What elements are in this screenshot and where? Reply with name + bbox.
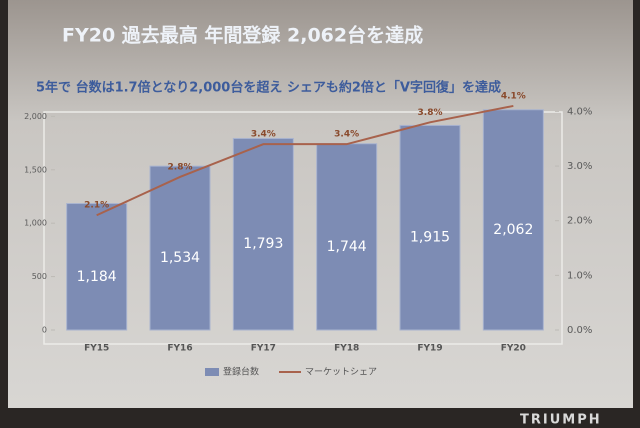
y-tick-label: 3.0% xyxy=(567,161,592,172)
legend-label: マーケットシェア xyxy=(305,367,377,378)
bar-label: 1,184 xyxy=(77,269,117,285)
x-tick-label: FY18 xyxy=(334,344,359,354)
line-label: 3.4% xyxy=(251,130,276,140)
bar xyxy=(232,137,294,331)
x-tick-label: FY16 xyxy=(167,344,192,354)
line-label: 3.4% xyxy=(334,130,359,140)
bar-label: 1,534 xyxy=(160,250,200,266)
bar xyxy=(316,143,378,331)
bar-label: 1,915 xyxy=(410,230,450,246)
y-tick-label: 2.0% xyxy=(567,216,592,227)
logo: TRIUMPH xyxy=(520,413,602,428)
bar xyxy=(399,124,461,331)
line-label: 3.8% xyxy=(418,108,443,118)
share-line xyxy=(96,104,514,217)
chart-title: FY20 過去最高 年間登録 2,062台を達成 xyxy=(62,24,423,47)
bar-label: 1,744 xyxy=(327,239,367,255)
x-tick-label: FY17 xyxy=(251,344,276,354)
chart-subtitle: 5年で 台数は1.7倍となり2,000台を超え シェアも約2倍と「V字回復」を達… xyxy=(36,80,501,96)
plot-frame xyxy=(43,111,563,345)
x-tick-label: FY19 xyxy=(417,344,442,354)
bar-label: 2,062 xyxy=(493,222,533,238)
line-label: 4.1% xyxy=(501,91,526,101)
line-label: 2.8% xyxy=(168,162,193,172)
bar xyxy=(149,165,211,331)
bar xyxy=(66,203,128,331)
x-tick-label: FY20 xyxy=(501,344,526,354)
legend-label: 登録台数 xyxy=(223,366,259,378)
y-tick-label: 4.0% xyxy=(567,106,592,117)
x-tick-label: FY15 xyxy=(84,344,109,354)
y-tick-label: 1.0% xyxy=(567,270,592,281)
y-tick-label: 0.0% xyxy=(567,325,592,336)
line-label: 2.1% xyxy=(84,201,109,211)
y-tick-label: 1,500 xyxy=(24,165,47,174)
y-tick-label: 2,000 xyxy=(24,112,47,121)
y-tick-label: 0 xyxy=(42,326,47,335)
bar-label: 1,793 xyxy=(243,236,283,252)
legend-swatch xyxy=(205,368,219,376)
bar xyxy=(482,109,544,331)
y-tick-label: 1,000 xyxy=(24,219,47,228)
y-tick-label: 500 xyxy=(32,272,47,281)
